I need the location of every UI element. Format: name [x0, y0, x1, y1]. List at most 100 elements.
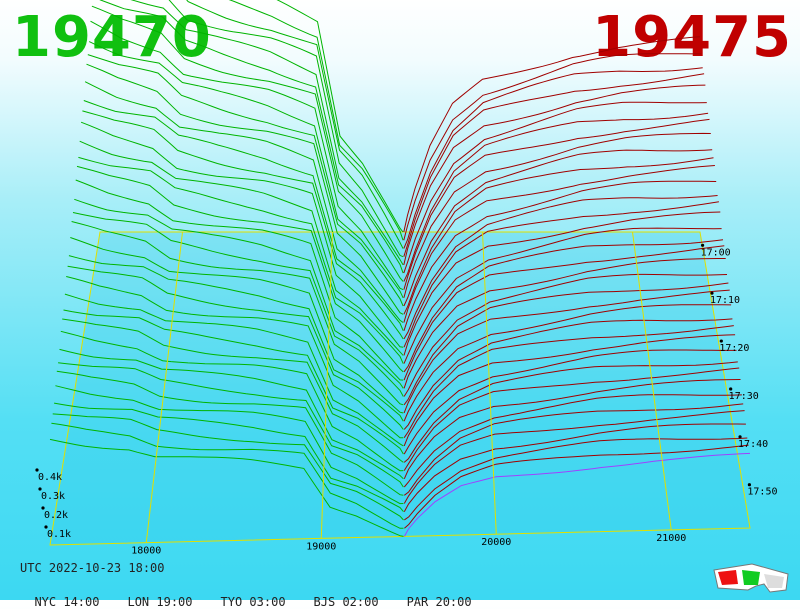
time-tick-mark	[710, 291, 714, 295]
bid-depth-line	[76, 165, 404, 373]
depth-tick-label: 0.4k	[38, 472, 62, 483]
zone-tyo: TYO 03:00	[220, 595, 286, 609]
ask-depth-line	[403, 157, 714, 315]
price-gridline	[482, 231, 497, 535]
bid-depth-line	[51, 422, 404, 529]
depth-tick-mark	[44, 525, 48, 529]
ask-depth-line	[403, 180, 717, 331]
price-axis: 18000 19000 20000 21000	[131, 231, 686, 557]
ask-depth-line	[403, 361, 738, 463]
depth-tick-label: 0.3k	[41, 491, 65, 502]
zone-par: PAR 20:00	[406, 595, 472, 609]
bid-depth-line	[88, 41, 404, 299]
bid-depth-line	[84, 81, 404, 323]
3d-glasses-icon[interactable]	[712, 560, 790, 594]
depth-tick-mark	[41, 506, 45, 510]
ask-depth-line	[403, 379, 741, 480]
bid-depth-line	[62, 318, 404, 463]
ask-depth-line	[403, 349, 737, 455]
ask-depth-line	[403, 112, 709, 282]
bid-depth-line	[80, 121, 404, 348]
ask-depth-line	[403, 304, 732, 422]
time-tick-label: 17:20	[719, 343, 749, 354]
ask-depth-series	[403, 36, 751, 537]
bid-depth-line	[83, 100, 404, 331]
time-tick-label: 17:10	[710, 295, 740, 306]
time-tick-mark	[738, 435, 742, 439]
price-tick-label: 19000	[306, 541, 336, 552]
depth-tick-mark	[38, 487, 42, 491]
bid-price: 19470	[12, 5, 212, 70]
bid-depth-line	[67, 265, 404, 430]
ask-depth-line	[403, 165, 715, 323]
bid-depth-line	[72, 212, 404, 397]
time-axis: 17:00 17:10 17:20 17:30 17:40 17:50	[701, 243, 778, 498]
ask-depth-line	[404, 444, 749, 529]
ask-depth-line	[403, 367, 740, 471]
bid-depth-line	[79, 140, 404, 356]
depth-tick-mark	[35, 468, 39, 472]
chart-floor	[49, 231, 751, 546]
ask-depth-line	[403, 289, 730, 414]
price-gridline	[145, 231, 183, 543]
ask-depth-line	[403, 318, 733, 430]
bid-depth-line	[63, 309, 404, 455]
price-tick-label: 20000	[481, 537, 511, 548]
ask-depth-line	[403, 239, 724, 373]
ask-depth-line	[403, 84, 706, 266]
depth-tick-label: 0.1k	[47, 529, 71, 540]
time-tick-mark	[729, 387, 733, 391]
time-tick-mark	[719, 339, 723, 343]
ask-depth-line	[403, 273, 728, 397]
bid-depth-line	[228, 0, 404, 241]
ask-depth-line	[403, 149, 713, 307]
time-tick-label: 17:30	[729, 391, 759, 402]
ask-depth-line	[403, 410, 745, 504]
ask-depth-line	[403, 211, 721, 356]
ask-depth-line	[403, 325, 734, 438]
ask-depth-line	[403, 423, 746, 512]
bid-depth-line	[75, 179, 404, 381]
time-tick-label: 17:50	[747, 487, 777, 498]
price-gridline	[320, 231, 333, 539]
bid-depth-line	[99, 0, 404, 274]
bid-depth-line	[64, 293, 404, 447]
ask-depth-line	[403, 36, 701, 233]
bid-depth-line	[168, 0, 404, 258]
bid-depth-line	[56, 370, 404, 496]
ask-depth-line	[403, 403, 744, 496]
zone-nyc: NYC 14:00	[34, 595, 100, 609]
bid-depth-line	[52, 413, 404, 521]
ask-depth-line	[403, 132, 711, 298]
bid-depth-line	[60, 330, 404, 472]
bid-depth-line	[276, 0, 404, 233]
bid-depth-line	[74, 198, 404, 389]
bid-depth-line	[130, 0, 404, 266]
bid-depth-line	[59, 348, 404, 480]
ask-depth-line	[403, 394, 742, 488]
ask-depth-line	[403, 67, 703, 249]
bid-depth-line	[78, 156, 404, 364]
bid-depth-line	[71, 221, 404, 406]
bid-depth-line	[87, 54, 404, 307]
time-tick-mark	[747, 483, 752, 487]
ask-depth-line	[403, 201, 719, 348]
ask-depth-line	[403, 334, 736, 447]
ask-depth-line	[403, 282, 729, 406]
price-gridline	[632, 231, 672, 530]
price-tick-label: 21000	[656, 533, 686, 544]
ask-depth-line	[403, 245, 725, 381]
bid-depth-line	[70, 237, 404, 414]
time-zones: NYC 14:00 LON 19:00 TYO 03:00 BJS 02:00 PAR …	[20, 581, 500, 609]
bid-depth-line	[186, 0, 404, 249]
ask-depth-line	[403, 73, 705, 257]
depth-axis: 0.1k 0.2k 0.3k 0.4k	[35, 468, 71, 540]
bid-depth-line	[58, 362, 404, 488]
bid-depth-line	[54, 402, 404, 513]
ask-depth-line	[403, 452, 751, 537]
bid-depth-series	[49, 0, 404, 537]
ask-depth-line	[403, 53, 702, 241]
ask-depth-line	[403, 227, 722, 364]
bid-depth-line	[82, 110, 404, 340]
